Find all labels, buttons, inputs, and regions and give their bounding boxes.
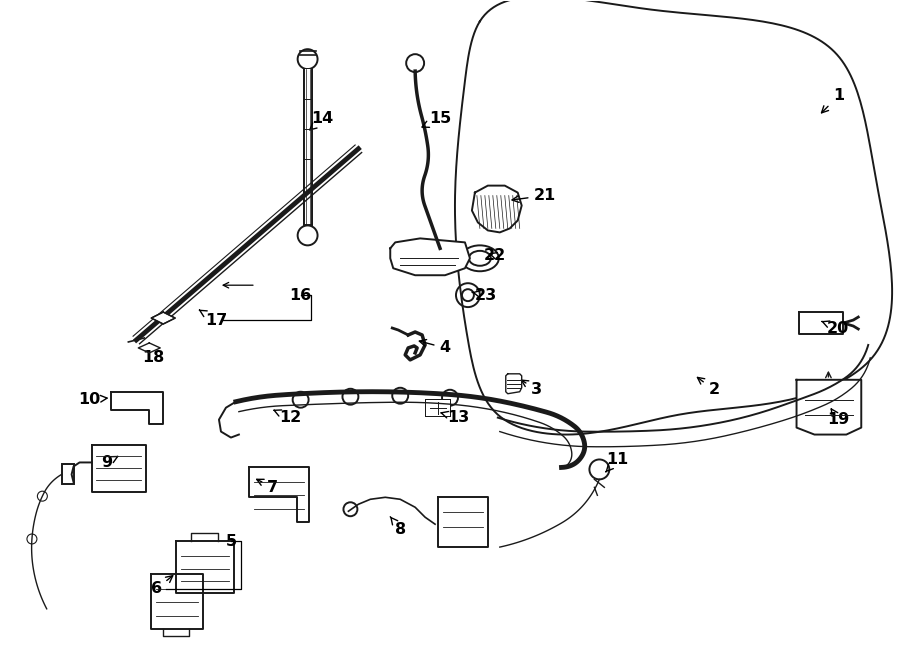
- Text: 11: 11: [606, 452, 628, 472]
- Bar: [426, 400, 450, 416]
- Text: 23: 23: [472, 288, 497, 303]
- Polygon shape: [303, 69, 311, 225]
- Polygon shape: [391, 239, 470, 275]
- Text: 15: 15: [422, 112, 451, 128]
- Text: 8: 8: [391, 517, 406, 537]
- Text: 18: 18: [142, 350, 165, 366]
- Circle shape: [292, 392, 309, 408]
- Text: 6: 6: [150, 576, 173, 596]
- Bar: [61, 465, 74, 485]
- Text: 22: 22: [483, 248, 506, 263]
- Polygon shape: [176, 541, 234, 593]
- Polygon shape: [798, 312, 843, 334]
- Text: 12: 12: [274, 410, 302, 425]
- Polygon shape: [426, 400, 450, 416]
- Circle shape: [283, 469, 294, 481]
- Text: 14: 14: [310, 112, 334, 130]
- Circle shape: [124, 395, 139, 408]
- Circle shape: [392, 388, 409, 404]
- Bar: [303, 69, 311, 225]
- Ellipse shape: [461, 245, 499, 271]
- Text: 7: 7: [256, 479, 278, 495]
- Polygon shape: [455, 0, 892, 434]
- Polygon shape: [151, 574, 203, 629]
- Text: 17: 17: [200, 310, 227, 328]
- Circle shape: [811, 384, 823, 396]
- Polygon shape: [438, 497, 488, 547]
- Text: 3: 3: [521, 380, 542, 397]
- Circle shape: [456, 283, 480, 307]
- Text: 4: 4: [419, 340, 451, 356]
- Bar: [426, 400, 450, 416]
- Text: 10: 10: [78, 392, 107, 407]
- Text: 16: 16: [290, 288, 311, 303]
- Text: 5: 5: [225, 533, 237, 549]
- Polygon shape: [112, 392, 163, 424]
- Polygon shape: [506, 374, 522, 394]
- Polygon shape: [248, 467, 309, 522]
- Circle shape: [442, 390, 458, 406]
- Polygon shape: [472, 186, 522, 233]
- Text: 1: 1: [822, 89, 844, 113]
- Polygon shape: [92, 444, 147, 492]
- Circle shape: [263, 469, 274, 481]
- Text: 20: 20: [822, 321, 850, 336]
- Text: 2: 2: [698, 377, 719, 397]
- Text: 13: 13: [441, 410, 469, 425]
- Text: 9: 9: [101, 455, 118, 470]
- Polygon shape: [139, 343, 160, 353]
- Polygon shape: [796, 380, 861, 434]
- Polygon shape: [151, 312, 176, 324]
- Text: 21: 21: [512, 188, 555, 203]
- Circle shape: [343, 389, 358, 405]
- Circle shape: [835, 384, 847, 396]
- Text: 19: 19: [827, 408, 850, 427]
